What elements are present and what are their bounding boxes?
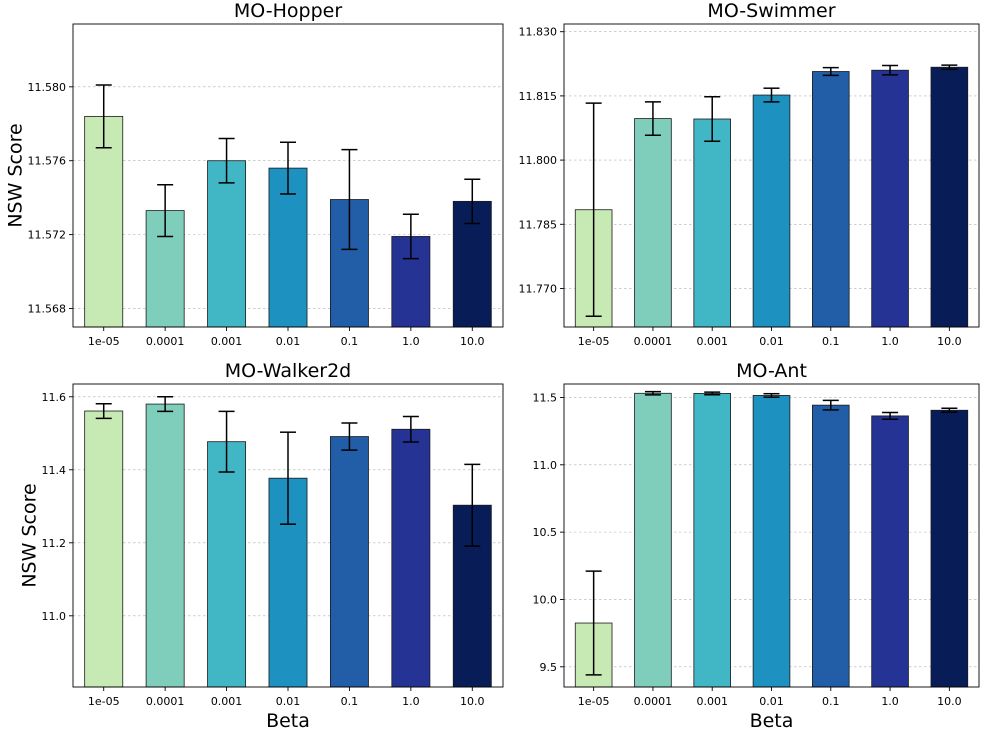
bar-0.0001 bbox=[145, 403, 185, 688]
y-tick-label: 9.5 bbox=[540, 661, 558, 674]
chart-title: MO-Hopper bbox=[234, 0, 342, 22]
x-tick-label: 1e-05 bbox=[88, 695, 120, 708]
subplot-1: 11.568 11.572 11.576 11.580 1e-05 0.0001 0.001… bbox=[5, 0, 504, 348]
bar-0.01 bbox=[752, 94, 791, 328]
y-tick-label: 11.5 bbox=[533, 391, 558, 404]
x-tick-label: 0.01 bbox=[759, 695, 784, 708]
bar-0.1 bbox=[812, 71, 850, 328]
y-tick-label: 11.576 bbox=[28, 155, 67, 168]
bar-10.0 bbox=[930, 66, 969, 328]
y-axis-label: NSW Score bbox=[5, 123, 27, 227]
bar-0.001 bbox=[693, 393, 731, 688]
x-tick-label: 0.0001 bbox=[634, 335, 673, 348]
x-tick-label: 10.0 bbox=[460, 695, 485, 708]
y-tick-label: 11.785 bbox=[519, 218, 558, 231]
y-tick-label: 11.770 bbox=[519, 282, 558, 295]
x-axis-label: Beta bbox=[750, 710, 794, 729]
y-tick-label: 11.568 bbox=[28, 303, 67, 316]
x-tick-label: 1.0 bbox=[881, 695, 899, 708]
x-tick-label: 0.001 bbox=[211, 695, 243, 708]
x-tick-label: 0.1 bbox=[341, 335, 359, 348]
bar-1e-05 bbox=[84, 115, 124, 328]
axes-frame bbox=[72, 23, 504, 328]
subplot-3: 11.0 11.2 11.4 11.6 1e-05 0.0001 0.001 0.01 0.1 1… bbox=[19, 360, 504, 729]
bar-0.001 bbox=[207, 160, 247, 328]
x-tick-label: 0.0001 bbox=[146, 335, 185, 348]
bar-0.0001 bbox=[634, 118, 672, 328]
chart-title: MO-Walker2d bbox=[225, 360, 351, 382]
y-tick-label: 11.0 bbox=[533, 459, 558, 472]
x-tick-label: 0.0001 bbox=[146, 695, 185, 708]
x-tick-label: 1.0 bbox=[881, 335, 899, 348]
y-tick-label: 11.2 bbox=[42, 537, 67, 550]
x-tick-label: 0.01 bbox=[276, 695, 301, 708]
bar-0.001 bbox=[207, 441, 247, 688]
bar-1.0 bbox=[871, 69, 909, 328]
x-tick-label: 0.1 bbox=[341, 695, 359, 708]
y-tick-label: 11.572 bbox=[28, 229, 67, 242]
subplot-2: 11.770 11.785 11.800 11.815 11.830 1e-05 0.000… bbox=[519, 0, 980, 348]
y-tick-label: 11.830 bbox=[519, 26, 558, 39]
x-tick-label: 0.01 bbox=[759, 335, 784, 348]
bar-0.001 bbox=[693, 118, 731, 328]
x-axis-label: Beta bbox=[266, 710, 310, 729]
x-tick-label: 1.0 bbox=[402, 695, 420, 708]
x-tick-label: 1e-05 bbox=[578, 335, 610, 348]
y-tick-label: 11.815 bbox=[519, 90, 558, 103]
x-tick-label: 1e-05 bbox=[578, 695, 610, 708]
x-tick-label: 0.001 bbox=[696, 695, 728, 708]
axes-frame bbox=[563, 383, 980, 688]
x-tick-label: 1.0 bbox=[402, 335, 420, 348]
x-tick-label: 1e-05 bbox=[88, 335, 120, 348]
x-tick-label: 0.001 bbox=[211, 335, 243, 348]
y-tick-label: 11.4 bbox=[42, 464, 67, 477]
bar-0.0001 bbox=[634, 392, 672, 688]
bar-1e-05 bbox=[84, 410, 124, 688]
bar-10.0 bbox=[930, 409, 969, 688]
x-tick-label: 10.0 bbox=[937, 695, 962, 708]
axes-frame bbox=[563, 23, 980, 328]
x-tick-label: 0.1 bbox=[822, 335, 840, 348]
y-tick-label: 11.6 bbox=[42, 391, 67, 404]
y-tick-label: 10.5 bbox=[533, 526, 558, 539]
y-tick-label: 11.0 bbox=[42, 610, 67, 623]
x-tick-label: 0.1 bbox=[822, 695, 840, 708]
x-tick-label: 0.001 bbox=[696, 335, 728, 348]
chart-title: MO-Ant bbox=[736, 360, 807, 382]
bar-1.0 bbox=[391, 428, 431, 688]
bar-0.01 bbox=[752, 395, 791, 688]
axes-frame bbox=[72, 383, 504, 688]
x-tick-label: 0.0001 bbox=[634, 695, 673, 708]
subplot-4: 9.5 10.0 10.5 11.0 11.5 1e-05 0.0001 0.001 0.01 0… bbox=[533, 360, 980, 729]
x-tick-label: 0.01 bbox=[276, 335, 301, 348]
bar-0.1 bbox=[812, 404, 850, 688]
y-tick-label: 11.800 bbox=[519, 154, 558, 167]
y-axis-label: NSW Score bbox=[19, 483, 41, 587]
chart-title: MO-Swimmer bbox=[707, 0, 835, 22]
bar-1.0 bbox=[871, 415, 909, 688]
x-tick-label: 10.0 bbox=[460, 335, 485, 348]
y-tick-label: 10.0 bbox=[533, 593, 558, 606]
bar-0.1 bbox=[329, 436, 369, 688]
x-tick-label: 10.0 bbox=[937, 335, 962, 348]
y-tick-label: 11.580 bbox=[28, 81, 67, 94]
